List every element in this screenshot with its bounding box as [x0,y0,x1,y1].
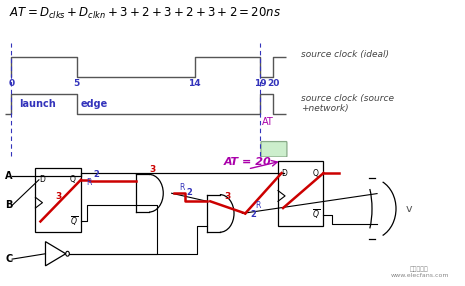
FancyBboxPatch shape [261,142,287,157]
Text: 电子发烧友
www.elecfans.com: 电子发烧友 www.elecfans.com [390,267,449,278]
Text: $\overline{Q}$: $\overline{Q}$ [70,215,78,228]
Text: v: v [406,204,413,214]
Text: 14: 14 [188,79,201,88]
Text: 0: 0 [8,79,14,88]
Text: 20: 20 [267,79,279,88]
Text: A: A [5,171,13,181]
Bar [278,161,324,225]
Text: B: B [5,200,13,210]
Text: R: R [255,201,261,210]
Text: 5: 5 [73,79,80,88]
Text: $\overline{Q}$: $\overline{Q}$ [312,208,320,221]
Text: 3: 3 [56,192,62,200]
Text: Q: Q [70,175,76,184]
Text: 3: 3 [149,165,155,174]
Text: edge: edge [80,99,108,109]
Text: 2: 2 [93,170,99,179]
Text: $AT = D_{clks} + D_{clkn} + 3+2+3+2+3+2 = 20ns$: $AT = D_{clks} + D_{clkn} + 3+2+3+2+3+2 … [9,6,281,21]
Text: 2: 2 [186,188,193,196]
Text: C: C [5,254,12,264]
Bar [35,168,81,232]
Text: source clock (source
+network): source clock (source +network) [301,94,394,113]
Text: source clock (ideal): source clock (ideal) [301,50,389,59]
Text: AT = 20: AT = 20 [224,157,272,167]
Text: R: R [179,183,185,192]
Text: 3: 3 [224,192,230,200]
Text: AT: AT [261,117,273,127]
Text: launch: launch [19,99,56,109]
Text: 2: 2 [250,210,256,219]
Text: R: R [86,178,91,187]
Text: 19: 19 [254,79,266,88]
Text: D: D [39,175,45,184]
Text: D: D [281,168,287,178]
Text: Q: Q [312,168,318,178]
